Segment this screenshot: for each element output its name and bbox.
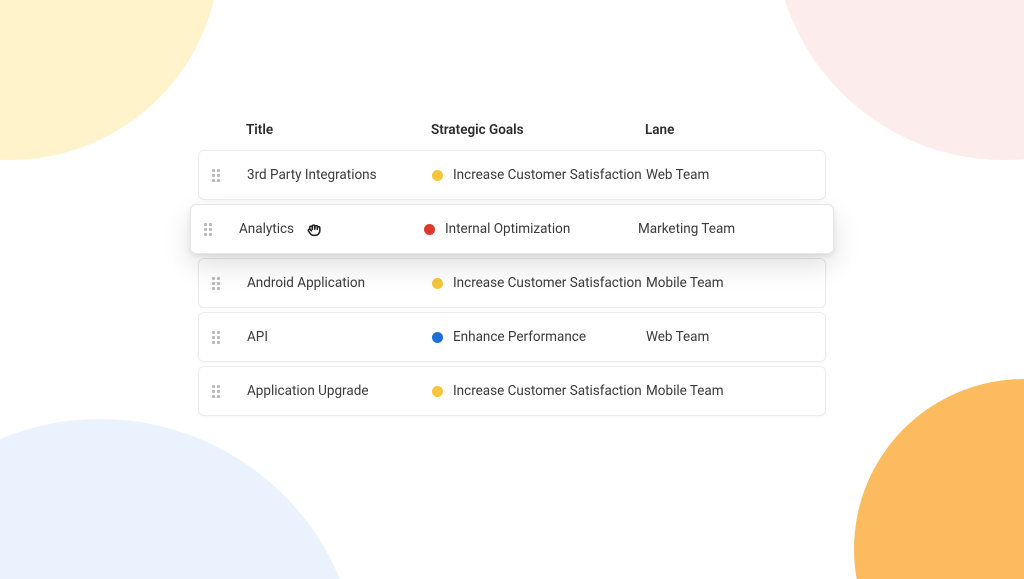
title-cell: 3rd Party Integrations (247, 167, 432, 183)
items-table: Title Strategic Goals Lane 3rd Party Int… (198, 122, 826, 420)
row-strategic-goal: Internal Optimization (445, 221, 570, 237)
drag-handle-icon[interactable] (209, 330, 247, 344)
strategic-goal-cell: Increase Customer Satisfaction (432, 275, 646, 291)
table-row[interactable]: API Enhance Performance Web Team (198, 312, 826, 362)
strategic-goal-cell: Increase Customer Satisfaction (432, 167, 646, 183)
strategic-goal-cell: Internal Optimization (424, 221, 638, 237)
grab-cursor-icon (304, 220, 324, 240)
row-title: Android Application (247, 275, 365, 291)
table-row[interactable]: 3rd Party Integrations Increase Customer … (198, 150, 826, 200)
background-blob-orange (854, 379, 1024, 579)
goal-status-dot (424, 224, 435, 235)
goal-status-dot (432, 386, 443, 397)
table-row[interactable]: Android Application Increase Customer Sat… (198, 258, 826, 308)
title-cell: Application Upgrade (247, 383, 432, 399)
row-title: 3rd Party Integrations (247, 167, 377, 183)
row-strategic-goal: Enhance Performance (453, 329, 586, 345)
row-strategic-goal: Increase Customer Satisfaction (453, 275, 642, 291)
drag-handle-icon[interactable] (201, 222, 239, 236)
drag-handle-icon[interactable] (209, 384, 247, 398)
background-blob-blue (0, 419, 360, 579)
strategic-goal-cell: Increase Customer Satisfaction (432, 383, 646, 399)
goal-status-dot (432, 278, 443, 289)
column-header-strategic-goals: Strategic Goals (431, 122, 645, 138)
goal-status-dot (432, 170, 443, 181)
table-row[interactable]: Application Upgrade Increase Customer Sat… (198, 366, 826, 416)
row-lane: Web Team (646, 167, 815, 183)
table-row[interactable]: Analytics Internal Optimization Marketing… (190, 204, 834, 254)
table-header-row: Title Strategic Goals Lane (198, 122, 826, 150)
row-lane: Web Team (646, 329, 815, 345)
strategic-goal-cell: Enhance Performance (432, 329, 646, 345)
background-blob-yellow (0, 0, 220, 160)
goal-status-dot (432, 332, 443, 343)
row-lane: Mobile Team (646, 383, 815, 399)
row-lane: Mobile Team (646, 275, 815, 291)
title-cell: Analytics (239, 219, 424, 239)
column-header-title: Title (246, 122, 431, 138)
row-lane: Marketing Team (638, 221, 823, 237)
row-title: API (247, 329, 268, 345)
title-cell: API (247, 329, 432, 345)
row-strategic-goal: Increase Customer Satisfaction (453, 383, 642, 399)
row-title: Analytics (239, 221, 294, 237)
drag-handle-icon[interactable] (209, 168, 247, 182)
row-strategic-goal: Increase Customer Satisfaction (453, 167, 642, 183)
column-header-lane: Lane (645, 122, 816, 138)
row-title: Application Upgrade (247, 383, 369, 399)
drag-handle-icon[interactable] (209, 276, 247, 290)
title-cell: Android Application (247, 275, 432, 291)
